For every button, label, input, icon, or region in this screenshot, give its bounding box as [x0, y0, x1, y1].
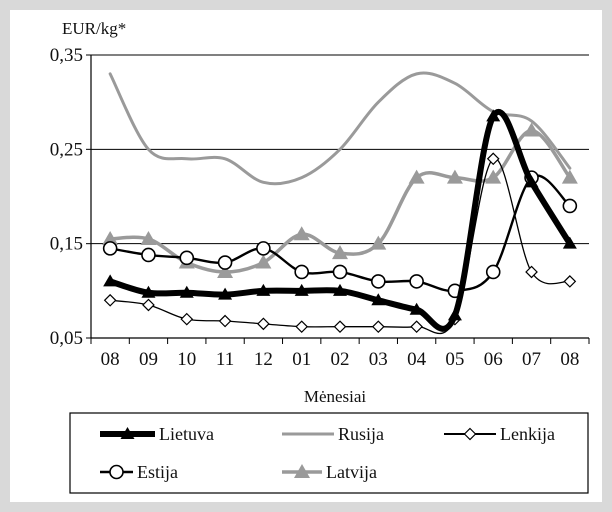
- data-point: [523, 122, 540, 137]
- y-tick-label: 0,35: [50, 45, 83, 66]
- data-point: [256, 283, 271, 296]
- series-layer: [102, 71, 578, 335]
- data-point: [142, 298, 155, 312]
- y-tick-label: 0,25: [50, 139, 83, 160]
- data-point: [255, 254, 272, 269]
- y-tick-label: 0,05: [50, 328, 83, 349]
- legend-box: [69, 412, 589, 494]
- data-point: [563, 275, 577, 288]
- series-lietuva: [103, 109, 577, 332]
- data-point: [293, 226, 310, 241]
- data-point: [332, 245, 348, 260]
- line-chart: EUR/kg* 0,050,150,250,35 08 09 10 11 12 01 02 0…: [50, 19, 590, 494]
- x-axis-label: Mėnesiai: [304, 387, 367, 406]
- legend-marker: [463, 427, 477, 441]
- data-point: [525, 265, 538, 279]
- x-tick-label: 03: [369, 349, 388, 370]
- data-point: [486, 109, 501, 122]
- data-point: [409, 302, 424, 315]
- data-point: [257, 317, 270, 331]
- x-tick-label: 08: [560, 349, 579, 370]
- data-point: [408, 169, 425, 184]
- legend-label: Lenkija: [500, 424, 555, 444]
- data-point: [217, 255, 233, 270]
- series-estija: [102, 170, 578, 299]
- y-tick-label: 0,15: [50, 234, 83, 255]
- data-point: [141, 285, 156, 298]
- axes: [86, 54, 590, 344]
- x-ticks: 08 09 10 11 12 01 02 03 04 05 06 07 08: [101, 349, 580, 370]
- data-point: [370, 235, 387, 250]
- data-point: [179, 250, 195, 266]
- data-point: [333, 283, 347, 296]
- data-point: [102, 230, 119, 245]
- data-point: [409, 274, 424, 289]
- data-point: [410, 320, 423, 334]
- data-point: [371, 320, 385, 334]
- data-point: [218, 314, 232, 328]
- data-point: [486, 152, 500, 166]
- data-point: [333, 320, 347, 334]
- data-point: [371, 293, 386, 306]
- legend-label: Lietuva: [159, 424, 214, 444]
- data-point: [561, 169, 578, 184]
- data-point: [103, 293, 117, 307]
- x-tick-label: 10: [177, 349, 196, 370]
- data-point: [103, 274, 118, 287]
- x-tick-label: 09: [139, 349, 158, 370]
- data-point: [140, 230, 157, 245]
- chart-panel: EUR/kg* 0,05 0,15 0,25 0,35 08 09 10 11 12 01 02 0…: [10, 10, 602, 502]
- data-point: [218, 287, 233, 300]
- legend-item-latvija: Latvija: [282, 462, 377, 482]
- legend-marker: [294, 464, 310, 478]
- data-point: [294, 283, 309, 296]
- legend-item-rusija: Rusija: [282, 424, 384, 444]
- y-ticks: 0,05 0,15 0,25 0,35: [50, 45, 83, 349]
- data-point: [332, 264, 348, 280]
- data-point: [447, 308, 462, 321]
- data-point: [217, 263, 234, 278]
- legend-item-estija: Estija: [100, 462, 178, 482]
- x-tick-label: 06: [484, 349, 503, 370]
- data-point: [371, 274, 386, 289]
- data-point: [446, 169, 463, 184]
- x-tick-label: 04: [407, 349, 427, 370]
- data-point: [179, 285, 194, 298]
- series-lenkija: [103, 152, 577, 335]
- legend-item-lietuva: Lietuva: [100, 424, 214, 444]
- data-point: [180, 312, 194, 326]
- series-line: [107, 109, 573, 332]
- series-latvija: [102, 122, 578, 278]
- legend-marker: [120, 427, 135, 439]
- legend-item-lenkija: Lenkija: [444, 424, 555, 444]
- legend-label: Rusija: [338, 424, 384, 444]
- data-point: [485, 169, 502, 184]
- data-point: [102, 241, 118, 256]
- data-point: [295, 320, 309, 334]
- y-axis-label: EUR/kg*: [62, 19, 126, 38]
- legend-label: Estija: [137, 462, 178, 482]
- data-point: [141, 247, 156, 263]
- x-tick-label: 11: [216, 349, 234, 370]
- x-tick-label: 02: [331, 349, 350, 370]
- data-point: [256, 241, 271, 256]
- x-tick-label: 05: [445, 349, 464, 370]
- data-point: [524, 175, 539, 188]
- data-point: [562, 198, 578, 214]
- x-tick-label: 01: [292, 349, 311, 370]
- x-tick-label: 08: [101, 349, 120, 370]
- legend-marker: [109, 464, 124, 480]
- x-tick-label: 07: [522, 349, 541, 370]
- data-point: [485, 264, 501, 280]
- legend: Lietuva Rusija Lenkija Estija Latvija: [100, 424, 555, 482]
- legend-label: Latvija: [326, 462, 377, 482]
- x-tick-label: 12: [254, 349, 273, 370]
- data-point: [294, 264, 309, 280]
- data-point: [562, 236, 577, 249]
